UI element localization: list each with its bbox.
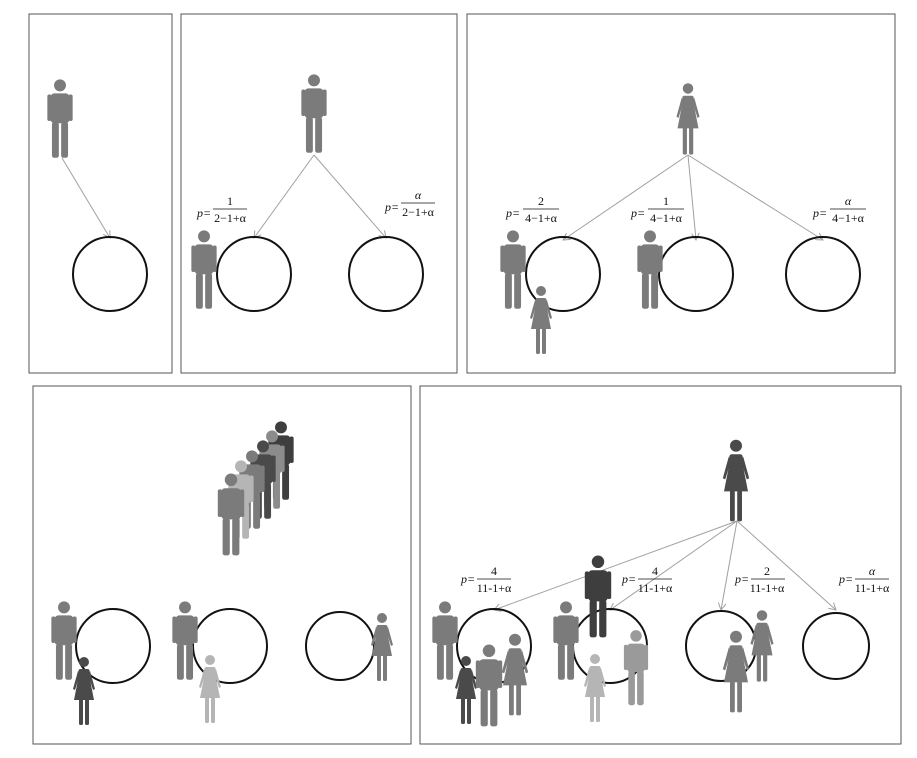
fraction-numerator: α xyxy=(869,564,876,578)
probability-label: p= 4 11-1+α xyxy=(621,564,673,595)
probability-label: p= α 4−1+α xyxy=(812,194,866,225)
arrow xyxy=(61,157,110,238)
fraction-denominator: 4−1+α xyxy=(650,211,683,225)
probability-label: p= 2 11-1+α xyxy=(734,564,785,595)
table-circle xyxy=(525,236,601,312)
fraction-numerator: 4 xyxy=(652,564,658,578)
table-circle xyxy=(658,236,734,312)
p-prefix: p= xyxy=(460,572,475,586)
arrow xyxy=(563,154,689,240)
fraction-numerator: 2 xyxy=(538,194,544,208)
arrow xyxy=(736,520,836,610)
table-circle xyxy=(75,608,151,684)
fraction-numerator: 4 xyxy=(491,564,497,578)
panel-1 xyxy=(28,13,173,374)
fraction-numerator: 1 xyxy=(227,194,233,208)
p-prefix: p= xyxy=(505,206,520,220)
probability-label: p= 1 2−1+α xyxy=(196,194,247,225)
fraction-numerator: α xyxy=(415,188,422,202)
arrow xyxy=(254,154,315,238)
probability-label: p= 1 4−1+α xyxy=(630,194,684,225)
fraction-numerator: α xyxy=(845,194,852,208)
panel-4 xyxy=(32,385,412,745)
arrow xyxy=(721,520,738,610)
panel-2-frame xyxy=(180,13,458,374)
table-circle xyxy=(785,236,861,312)
fraction-denominator: 2−1+α xyxy=(402,205,435,219)
panel-3: p= 2 4−1+α p= 1 4−1+α p= α 4−1+α xyxy=(466,13,896,374)
fraction-denominator: 11-1+α xyxy=(855,581,890,595)
p-prefix: p= xyxy=(384,200,399,214)
fraction-numerator: 1 xyxy=(663,194,669,208)
panel-5: p= 4 11-1+α p= 4 11-1+α p= 2 11-1+α p= α… xyxy=(419,385,902,745)
fraction-denominator: 4−1+α xyxy=(525,211,558,225)
arrow xyxy=(687,154,696,240)
panel-4-frame xyxy=(32,385,412,745)
table-circle xyxy=(802,612,870,680)
p-prefix: p= xyxy=(812,206,827,220)
p-prefix: p= xyxy=(630,206,645,220)
panel-3-frame xyxy=(466,13,896,374)
probability-label: p= 4 11-1+α xyxy=(460,564,512,595)
probability-label: p= α 11-1+α xyxy=(838,564,890,595)
fraction-denominator: 11-1+α xyxy=(638,581,673,595)
arrow xyxy=(313,154,386,238)
panel-2: p= 1 2−1+α p= α 2−1+α xyxy=(180,13,458,374)
fraction-denominator: 2−1+α xyxy=(214,211,247,225)
fraction-numerator: 2 xyxy=(764,564,770,578)
p-prefix: p= xyxy=(196,206,211,220)
p-prefix: p= xyxy=(734,572,749,586)
arrow xyxy=(494,520,738,610)
arrow xyxy=(610,520,738,610)
p-prefix: p= xyxy=(621,572,636,586)
probability-label: p= 2 4−1+α xyxy=(505,194,559,225)
fraction-denominator: 4−1+α xyxy=(832,211,865,225)
fraction-denominator: 11-1+α xyxy=(750,581,785,595)
table-circle xyxy=(348,236,424,312)
table-circle xyxy=(216,236,292,312)
probability-label: p= α 2−1+α xyxy=(384,188,435,219)
fraction-denominator: 11-1+α xyxy=(477,581,512,595)
table-circle xyxy=(72,236,148,312)
arrow xyxy=(687,154,823,240)
panel-1-frame xyxy=(28,13,173,374)
p-prefix: p= xyxy=(838,572,853,586)
